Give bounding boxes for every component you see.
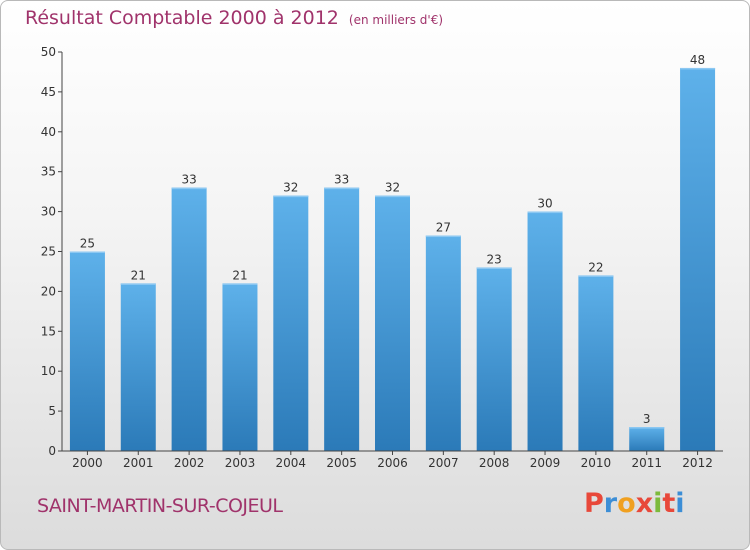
bar-value-label: 32 <box>385 181 400 195</box>
bar-value-label: 27 <box>436 221 451 235</box>
bar-value-label: 21 <box>232 268 247 282</box>
chart-title: Résultat Comptable 2000 à 2012 (en millie… <box>25 7 443 29</box>
bar-value-label: 23 <box>487 252 502 266</box>
logo-letter: r <box>603 488 618 519</box>
y-tick-label: 50 <box>41 45 56 59</box>
bar-2010 <box>578 275 614 451</box>
bar-value-label: 33 <box>334 173 349 187</box>
bar-value-label: 22 <box>588 260 603 274</box>
bar-top-edge <box>171 187 207 190</box>
y-tick-label: 35 <box>41 165 56 179</box>
logo-letter: P <box>584 488 604 519</box>
y-tick-label: 25 <box>41 245 56 259</box>
bars-group: 25 21 33 21 32 33 32 27 23 30 22 3 48 <box>69 53 716 452</box>
bar-2004 <box>273 195 309 451</box>
bar-top-edge <box>578 275 614 277</box>
bar-top-edge <box>120 283 156 285</box>
bar-top-edge <box>629 427 665 429</box>
bar-value-label: 30 <box>537 197 552 211</box>
x-tick-label: 2007 <box>428 456 459 470</box>
bar-top-edge <box>222 283 258 285</box>
bar-2003 <box>222 283 258 451</box>
x-tick-label: 2005 <box>326 456 357 470</box>
bar-top-edge <box>69 251 105 253</box>
bar-2001 <box>120 283 156 451</box>
y-tick-label: 20 <box>41 284 56 298</box>
bar-value-label: 33 <box>181 173 196 187</box>
logo-letter: o <box>617 488 636 519</box>
x-tick-label: 2003 <box>225 456 256 470</box>
bar-top-edge <box>273 195 309 198</box>
bar-top-edge <box>527 211 563 214</box>
x-tick-label: 2001 <box>123 456 154 470</box>
x-tick-label: 2006 <box>377 456 408 470</box>
bar-value-label: 32 <box>283 181 298 195</box>
bar-2002 <box>171 187 207 451</box>
y-tick-label: 0 <box>48 444 56 458</box>
y-tick-label: 5 <box>48 404 56 418</box>
bar-value-label: 3 <box>643 412 651 426</box>
bar-2000 <box>69 251 105 451</box>
bar-value-label: 48 <box>690 53 705 67</box>
y-tick-label: 45 <box>41 85 56 99</box>
logo-letter: t <box>662 488 676 519</box>
bar-2005 <box>324 187 360 451</box>
logo-letter: i <box>653 488 663 519</box>
bar-2006 <box>375 195 410 451</box>
x-tick-label: 2000 <box>72 456 103 470</box>
logo-letter: i <box>675 488 685 519</box>
axes-group: 0 5 10 15 20 25 30 35 40 45 50 2000 2001 2002 2003 2004… <box>41 45 723 470</box>
x-tick-label: 2009 <box>530 456 561 470</box>
x-tick-label: 2004 <box>276 456 307 470</box>
x-tick-label: 2012 <box>682 456 713 470</box>
proxiti-logo: Proxiti <box>584 488 685 519</box>
chart-subtitle: (en milliers d'€) <box>348 13 444 27</box>
bar-value-label: 25 <box>80 237 95 251</box>
bar-value-label: 21 <box>131 268 146 282</box>
x-tick-label: 2010 <box>581 456 612 470</box>
logo-letter: x <box>635 488 654 519</box>
bar-top-edge <box>375 195 410 198</box>
bar-2007 <box>425 235 461 451</box>
bar-2012 <box>680 67 716 452</box>
y-tick-label: 40 <box>41 125 56 139</box>
x-tick-label: 2008 <box>479 456 510 470</box>
bar-top-edge <box>425 235 461 238</box>
x-tick-label: 2002 <box>174 456 205 470</box>
bar-2011 <box>629 427 665 451</box>
y-tick-label: 15 <box>41 324 56 338</box>
bar-top-edge <box>476 267 512 269</box>
y-tick-label: 10 <box>41 364 56 378</box>
bar-top-edge <box>324 187 360 190</box>
bar-top-edge <box>680 67 716 70</box>
x-tick-label: 2011 <box>631 456 662 470</box>
bar-2009 <box>527 211 563 451</box>
title-text: Résultat Comptable 2000 à 2012 <box>25 7 339 29</box>
place-name: SAINT-MARTIN-SUR-COJEUL <box>37 495 283 517</box>
y-tick-label: 30 <box>41 205 56 219</box>
bar-2008 <box>476 267 512 451</box>
